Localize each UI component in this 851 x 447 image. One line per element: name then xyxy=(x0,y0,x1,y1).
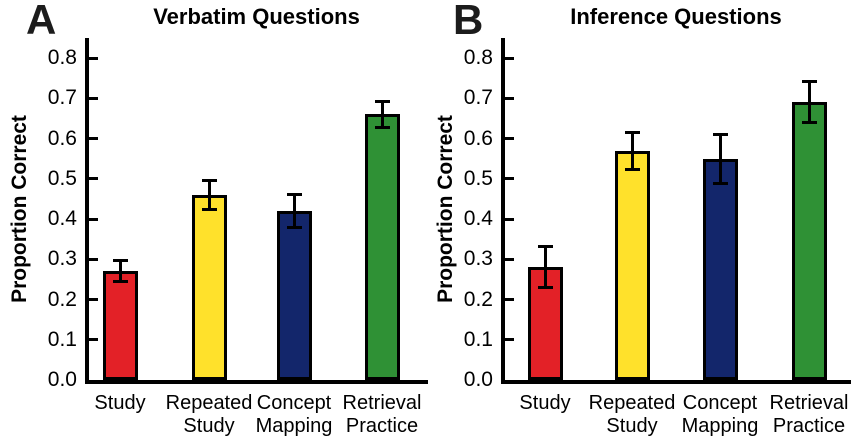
error-bar-stem xyxy=(380,100,384,129)
error-bar-cap-bottom xyxy=(624,167,640,171)
bar-concept-mapping xyxy=(276,211,312,380)
plot-area xyxy=(85,38,428,384)
y-tick-label: 0.8 xyxy=(47,46,77,70)
y-tick-label: 0.4 xyxy=(463,207,493,231)
panel-letter: A xyxy=(26,0,57,43)
y-tick xyxy=(505,338,514,342)
x-category-label-concept-mapping: Concept Mapping xyxy=(681,392,759,437)
y-tick-label: 0.7 xyxy=(463,86,493,110)
y-tick xyxy=(89,177,98,181)
y-tick-label: 0.1 xyxy=(463,327,493,351)
y-tick-label: 0.7 xyxy=(47,86,77,110)
error-bar-stem xyxy=(718,132,722,185)
y-tick xyxy=(505,298,514,302)
y-tick-label: 0.3 xyxy=(463,247,493,271)
error-bar-retrieval-practice xyxy=(801,80,817,125)
y-tick-label: 0.0 xyxy=(463,368,493,391)
y-tick-label: 0.5 xyxy=(47,166,77,190)
y-tick xyxy=(89,257,98,261)
error-bar-stem xyxy=(630,130,634,171)
plot-area xyxy=(501,38,851,384)
error-bar-study xyxy=(112,259,128,284)
y-tick xyxy=(505,177,514,181)
error-bar-cap-bottom xyxy=(112,280,128,284)
y-tick xyxy=(89,96,98,100)
y-tick-label: 0.2 xyxy=(47,287,77,311)
error-bar-cap-bottom xyxy=(537,286,553,290)
y-tick xyxy=(89,217,98,221)
error-bar-stem xyxy=(118,259,122,284)
error-bar-cap-bottom xyxy=(201,208,217,211)
y-tick xyxy=(505,96,514,100)
error-bar-cap-bottom xyxy=(286,226,302,230)
bar-concept-mapping xyxy=(702,158,738,380)
error-bar-study xyxy=(537,245,553,290)
y-tick-label: 0.3 xyxy=(47,247,77,271)
y-tick-label: 0.6 xyxy=(47,126,77,150)
error-bar-stem xyxy=(207,178,211,211)
x-category-label-study: Study xyxy=(94,392,146,414)
error-bar-stem xyxy=(543,245,547,290)
y-tick xyxy=(89,298,98,302)
error-bar-retrieval-practice xyxy=(374,100,390,129)
x-category-label-repeated-study: Repeated Study xyxy=(588,392,676,437)
y-tick xyxy=(89,137,98,141)
panel-b: B Inference Questions Proportion Correct… xyxy=(425,0,851,447)
y-tick xyxy=(505,257,514,261)
panel-a: A Verbatim Questions Proportion Correct … xyxy=(0,0,428,447)
error-bar-concept-mapping xyxy=(286,192,302,230)
x-category-label-repeated-study: Repeated Study xyxy=(165,392,253,437)
error-bar-stem xyxy=(807,80,811,125)
x-category-label-concept-mapping: Concept Mapping xyxy=(255,392,333,437)
y-tick-label: 0.6 xyxy=(463,126,493,150)
bar-retrieval-practice xyxy=(364,114,400,380)
error-bar-repeated-study xyxy=(201,178,217,211)
error-bar-stem xyxy=(292,192,296,230)
bar-repeated-study xyxy=(191,194,227,380)
y-tick-label: 0.8 xyxy=(463,46,493,70)
panel-title: Verbatim Questions xyxy=(153,4,360,29)
error-bar-repeated-study xyxy=(624,130,640,171)
panel-letter: B xyxy=(453,0,484,43)
error-bar-cap-bottom xyxy=(712,181,728,185)
error-bar-concept-mapping xyxy=(712,132,728,185)
y-tick xyxy=(505,137,514,141)
bar-retrieval-practice xyxy=(791,102,827,380)
x-category-label-retrieval-practice: Retrieval Practice xyxy=(769,392,849,437)
error-bar-cap-bottom xyxy=(801,121,817,125)
y-tick-label: 0.0 xyxy=(47,368,77,391)
bar-repeated-study xyxy=(614,150,650,380)
y-tick-label: 0.4 xyxy=(47,207,77,231)
y-tick xyxy=(505,217,514,221)
y-tick xyxy=(505,56,514,60)
x-category-label-study: Study xyxy=(519,392,571,414)
x-category-label-retrieval-practice: Retrieval Practice xyxy=(342,392,422,437)
error-bar-cap-bottom xyxy=(374,125,390,129)
bar-study xyxy=(102,271,138,380)
y-tick-label: 0.5 xyxy=(463,166,493,190)
y-tick-label: 0.2 xyxy=(463,287,493,311)
y-tick xyxy=(89,56,98,60)
y-tick-label: 0.1 xyxy=(47,327,77,351)
y-tick xyxy=(89,338,98,342)
panel-title: Inference Questions xyxy=(570,4,782,29)
